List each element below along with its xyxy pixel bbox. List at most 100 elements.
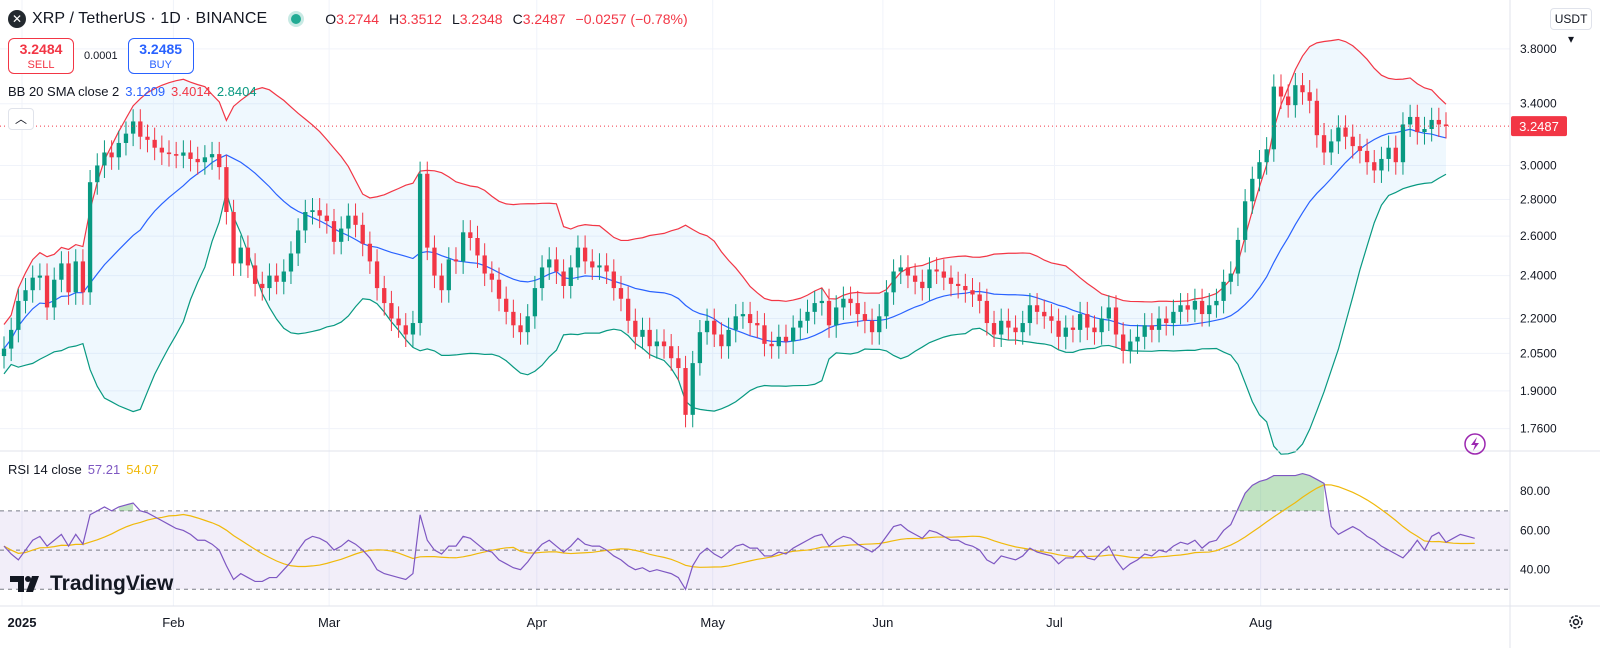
candle-body xyxy=(231,212,236,264)
candle xyxy=(740,301,746,329)
candle xyxy=(869,308,875,345)
rsi-axis[interactable]: 80.00 60.00 40.00 xyxy=(1520,484,1550,576)
chevron-up-icon: ︿ xyxy=(14,112,27,126)
candle xyxy=(991,310,997,347)
candle xyxy=(769,331,774,359)
sell-price: 3.2484 xyxy=(19,41,63,57)
last-price-tag: 3.2487 xyxy=(1511,116,1567,137)
candle xyxy=(1264,137,1269,175)
candle xyxy=(618,275,624,312)
candle xyxy=(798,308,803,341)
candle xyxy=(1006,308,1011,341)
candle-body xyxy=(346,215,351,229)
candle-body xyxy=(1164,318,1169,324)
symbol-title[interactable]: XRP / TetherUS · 1D · BINANCE xyxy=(32,10,268,27)
candle-body xyxy=(1020,323,1025,333)
candle-body xyxy=(374,261,380,289)
candle-body xyxy=(460,232,466,262)
candle-body xyxy=(633,320,638,337)
candle-body xyxy=(769,343,774,347)
candle xyxy=(1235,227,1241,287)
candle-body xyxy=(432,247,437,276)
price-axis[interactable]: 3.8000 3.4000 3.0000 2.8000 2.6000 2.4000 2.20… xyxy=(1520,42,1557,436)
market-status-icon[interactable] xyxy=(291,14,302,24)
candle xyxy=(389,290,394,332)
candle-body xyxy=(1329,141,1334,153)
bb-legend[interactable]: BB 20 SMA close 2 3.1209 3.4014 2.8404 xyxy=(8,84,257,99)
candle xyxy=(1443,112,1449,139)
candle-body xyxy=(934,269,939,272)
candle xyxy=(834,295,839,338)
candle xyxy=(568,255,573,299)
buy-price: 3.2485 xyxy=(139,41,183,57)
tradingview-icon xyxy=(10,576,39,592)
candle xyxy=(417,161,423,336)
candle-body xyxy=(912,275,918,282)
candle-body xyxy=(855,303,860,315)
bb-basis-value: 3.1209 xyxy=(125,84,166,99)
candle-body xyxy=(396,318,401,326)
candle-body xyxy=(66,263,71,293)
candle-body xyxy=(963,285,968,291)
gear-icon[interactable] xyxy=(1566,612,1586,632)
rsi-legend[interactable]: RSI 14 close 57.21 54.07 xyxy=(8,462,159,477)
candle xyxy=(439,263,444,303)
candle-body xyxy=(1314,100,1320,136)
candle-body xyxy=(1106,307,1111,319)
tradingview-logo[interactable]: TradingView xyxy=(10,572,173,596)
candle-body xyxy=(970,290,975,295)
candle-body xyxy=(37,275,43,278)
candle xyxy=(611,259,616,301)
candle xyxy=(1092,315,1097,345)
candle-body xyxy=(95,165,100,183)
candle xyxy=(489,261,494,293)
candle xyxy=(654,329,659,359)
candle xyxy=(561,259,566,299)
candle-body xyxy=(604,265,609,272)
candle-body xyxy=(1407,116,1413,125)
close-value: 3.2487 xyxy=(522,11,566,27)
candle xyxy=(16,288,21,343)
bb-label: BB 20 SMA close 2 xyxy=(8,84,120,99)
candle xyxy=(360,212,365,257)
candle-body xyxy=(1436,119,1441,125)
bb-upper-value: 3.4014 xyxy=(171,84,211,99)
candle-body xyxy=(726,329,731,347)
candle xyxy=(195,146,200,175)
candle-body xyxy=(1,348,7,357)
collapse-legend-button[interactable]: ︿ xyxy=(8,108,34,130)
price-tick-label: 3.8000 xyxy=(1520,42,1557,56)
candle-body xyxy=(152,139,157,148)
candle xyxy=(920,269,925,301)
lightning-icon[interactable] xyxy=(1464,433,1486,455)
candle-body xyxy=(310,210,315,213)
price-tick-label: 2.6000 xyxy=(1520,229,1557,243)
candle xyxy=(238,235,243,276)
candle xyxy=(1020,310,1025,345)
candle xyxy=(245,235,251,278)
sell-button[interactable]: 3.2484 SELL xyxy=(8,38,74,74)
candle xyxy=(59,251,64,293)
candle xyxy=(1013,315,1018,345)
candle-body xyxy=(1042,311,1047,317)
candle-body xyxy=(295,230,301,254)
candle-body xyxy=(403,325,408,335)
last-price-tag-bg xyxy=(1511,116,1567,137)
candle xyxy=(1379,146,1384,183)
candle xyxy=(733,304,738,343)
candle xyxy=(726,317,731,359)
time-tick-label: Feb xyxy=(162,615,184,630)
candle xyxy=(1142,313,1147,350)
candle xyxy=(712,308,717,347)
time-axis[interactable]: 2025 Feb Mar Apr May Jun Jul Aug xyxy=(8,615,1273,630)
currency-selector[interactable]: USDT ▾ xyxy=(1550,8,1592,46)
candle-body xyxy=(1006,320,1011,328)
price-tick-label: 1.9000 xyxy=(1520,384,1557,398)
buy-button[interactable]: 3.2485 BUY xyxy=(127,38,194,74)
candle-body xyxy=(1178,305,1183,312)
candle-body xyxy=(281,271,286,282)
candle-body xyxy=(690,363,695,415)
candle xyxy=(468,220,473,251)
candle-body xyxy=(1242,201,1248,240)
